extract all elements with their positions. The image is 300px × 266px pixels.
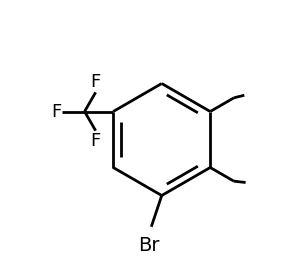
Text: F: F: [91, 132, 101, 150]
Text: F: F: [51, 102, 61, 120]
Text: F: F: [91, 73, 101, 91]
Text: Br: Br: [138, 236, 159, 255]
